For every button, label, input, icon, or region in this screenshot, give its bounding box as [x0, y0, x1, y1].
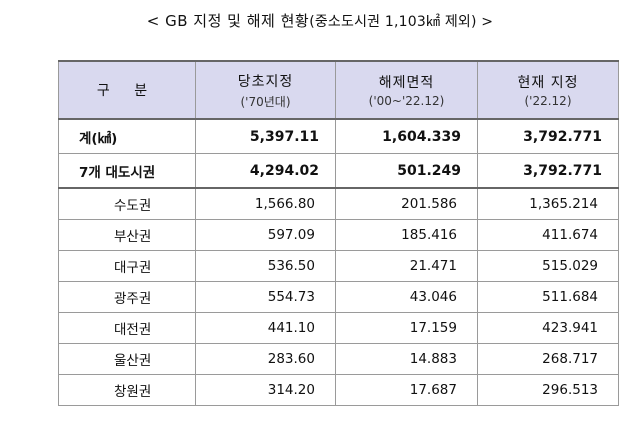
row-name: 대전권	[58, 312, 196, 344]
value-current: 296.513	[477, 374, 619, 406]
table-row: 수도권 1,566.80 201.586 1,365.214	[58, 188, 619, 220]
value-released: 43.046	[335, 281, 478, 313]
header-label: 현재 지정	[517, 75, 579, 91]
value-current: 268.717	[477, 343, 619, 375]
value-original: 314.20	[195, 374, 336, 406]
total-row: 계(㎢) 5,397.11 1,604.339 3,792.771	[58, 119, 619, 154]
value-released: 17.159	[335, 312, 478, 344]
row-name: 부산권	[58, 219, 196, 251]
title-main: < GB 지정 및 해제 현황	[146, 12, 310, 30]
value-current: 3,792.771	[477, 119, 619, 154]
table-row: 부산권 597.09 185.416 411.674	[58, 219, 619, 251]
header-period: ('00~'22.12)	[368, 94, 445, 108]
header-category: 구 분	[58, 60, 196, 120]
value-current: 411.674	[477, 219, 619, 251]
value-current: 515.029	[477, 250, 619, 282]
header-period: ('70년대)	[240, 94, 291, 109]
header-label: 해제면적	[378, 75, 435, 91]
gb-status-table: 구 분 당초지정 ('70년대) 해제면적 ('00~'22.12) 현재 지정…	[58, 60, 619, 406]
value-original: 5,397.11	[195, 119, 336, 154]
table-row: 울산권 283.60 14.883 268.717	[58, 343, 619, 375]
table-row: 대구권 536.50 21.471 515.029	[58, 250, 619, 282]
row-name: 광주권	[58, 281, 196, 313]
title-subtitle: (중소도시권 1,103㎢ 제외) >	[309, 14, 494, 30]
value-current: 3,792.771	[477, 153, 619, 189]
value-released: 1,604.339	[335, 119, 478, 154]
value-released: 21.471	[335, 250, 478, 282]
value-released: 14.883	[335, 343, 478, 375]
value-released: 201.586	[335, 188, 478, 220]
row-name: 계(㎢)	[58, 119, 196, 154]
value-original: 283.60	[195, 343, 336, 375]
value-original: 554.73	[195, 281, 336, 313]
value-current: 1,365.214	[477, 188, 619, 220]
row-name: 울산권	[58, 343, 196, 375]
page-title: < GB 지정 및 해제 현황(중소도시권 1,103㎢ 제외) >	[0, 10, 640, 31]
table-row: 창원권 314.20 17.687 296.513	[58, 374, 619, 406]
value-current: 423.941	[477, 312, 619, 344]
value-original: 1,566.80	[195, 188, 336, 220]
value-released: 185.416	[335, 219, 478, 251]
header-period: ('22.12)	[524, 94, 572, 108]
table-row: 대전권 441.10 17.159 423.941	[58, 312, 619, 344]
table-row: 광주권 554.73 43.046 511.684	[58, 281, 619, 313]
value-released: 501.249	[335, 153, 478, 189]
value-released: 17.687	[335, 374, 478, 406]
metro-row: 7개 대도시권 4,294.02 501.249 3,792.771	[58, 153, 619, 189]
header-original-designation: 당초지정 ('70년대)	[195, 60, 336, 120]
row-name: 수도권	[58, 188, 196, 220]
row-name: 7개 대도시권	[58, 153, 196, 189]
value-original: 597.09	[195, 219, 336, 251]
row-name: 대구권	[58, 250, 196, 282]
header-label: 당초지정	[237, 73, 294, 90]
value-original: 4,294.02	[195, 153, 336, 189]
header-row: 구 분 당초지정 ('70년대) 해제면적 ('00~'22.12) 현재 지정…	[58, 60, 619, 120]
row-name: 창원권	[58, 374, 196, 406]
header-current-designation: 현재 지정 ('22.12)	[477, 60, 619, 120]
header-released-area: 해제면적 ('00~'22.12)	[335, 60, 478, 120]
value-original: 536.50	[195, 250, 336, 282]
value-current: 511.684	[477, 281, 619, 313]
value-original: 441.10	[195, 312, 336, 344]
